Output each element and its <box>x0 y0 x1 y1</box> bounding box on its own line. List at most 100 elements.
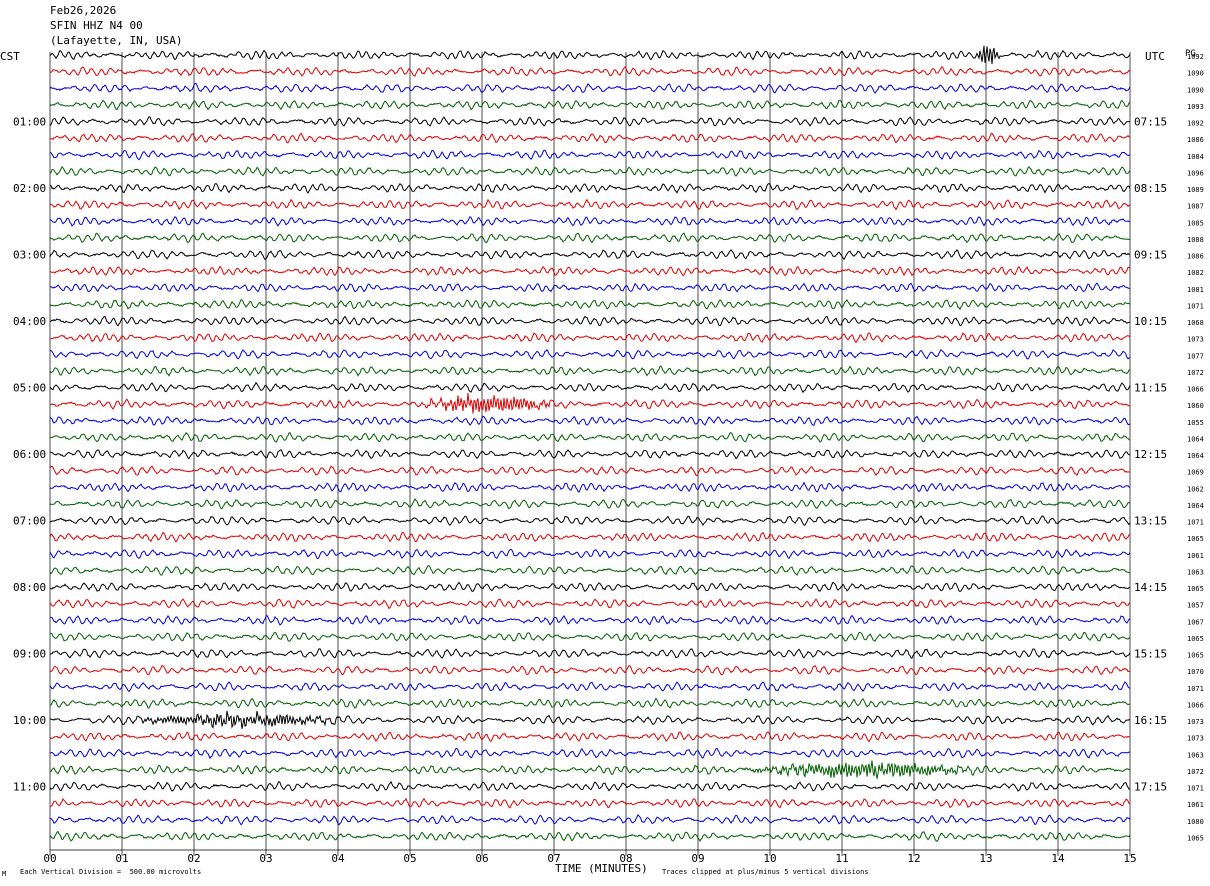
left-time-label-3: 04:00 <box>13 315 46 328</box>
x-tick-label-15: 15 <box>1123 852 1136 865</box>
trace-line-27 <box>49 498 1131 510</box>
x-tick-label-14: 14 <box>1051 852 1065 865</box>
x-tick-label-03: 03 <box>259 852 272 865</box>
trace-value-label-14: 1081 <box>1187 286 1204 294</box>
right-pg-label: PG <box>1185 49 1196 59</box>
trace-line-46 <box>49 814 1131 826</box>
trace-line-34 <box>49 614 1131 626</box>
trace-value-label-31: 1063 <box>1187 568 1204 576</box>
left-time-label-9: 10:00 <box>13 714 46 727</box>
trace-line-25 <box>49 465 1131 477</box>
trace-line-36 <box>49 648 1131 659</box>
left-time-label-8: 09:00 <box>13 648 46 661</box>
left-zone-label: CST <box>0 50 20 63</box>
right-time-label-4: 11:15 <box>1134 382 1167 395</box>
left-time-label-6: 07:00 <box>13 515 46 528</box>
trace-line-32 <box>49 581 1131 593</box>
x-tick-label-05: 05 <box>403 852 416 865</box>
trace-value-label-23: 1064 <box>1187 435 1204 443</box>
left-time-label-4: 05:00 <box>13 382 46 395</box>
trace-value-label-42: 1063 <box>1187 751 1204 759</box>
trace-value-label-21: 1060 <box>1187 402 1204 410</box>
trace-line-26 <box>49 481 1131 493</box>
x-tick-label-01: 01 <box>115 852 128 865</box>
trace-value-label-15: 1071 <box>1187 302 1204 310</box>
trace-line-29 <box>49 531 1131 543</box>
trace-value-label-34: 1067 <box>1187 618 1204 626</box>
x-tick-label-09: 09 <box>691 852 704 865</box>
trace-line-28 <box>49 515 1131 526</box>
left-time-label-7: 08:00 <box>13 581 46 594</box>
left-time-label-5: 06:00 <box>13 448 46 461</box>
trace-line-14 <box>49 282 1131 293</box>
trace-line-42 <box>49 747 1131 760</box>
x-axis-title: TIME (MINUTES) <box>555 862 648 875</box>
trace-value-label-17: 1073 <box>1187 336 1204 344</box>
trace-line-44 <box>49 780 1131 792</box>
trace-line-19 <box>49 365 1131 377</box>
x-tick-label-04: 04 <box>331 852 345 865</box>
trace-line-23 <box>50 432 1131 443</box>
trace-line-0 <box>49 45 1131 65</box>
trace-value-label-44: 1071 <box>1187 785 1204 793</box>
trace-line-15 <box>49 298 1131 311</box>
x-tick-label-07: 07 <box>547 852 560 865</box>
trace-value-label-1: 1090 <box>1187 70 1204 78</box>
trace-value-label-47: 1065 <box>1187 834 1204 842</box>
trace-value-label-27: 1064 <box>1187 502 1204 510</box>
trace-value-label-25: 1069 <box>1187 469 1204 477</box>
trace-line-3 <box>49 99 1131 111</box>
trace-line-40 <box>49 710 1131 729</box>
trace-value-label-30: 1061 <box>1187 552 1204 560</box>
trace-value-label-0: 1092 <box>1187 53 1204 61</box>
x-tick-label-00: 00 <box>43 852 56 865</box>
trace-value-label-37: 1070 <box>1187 668 1204 676</box>
right-time-label-9: 16:15 <box>1134 714 1167 727</box>
trace-line-30 <box>49 548 1131 560</box>
trace-value-label-46: 1080 <box>1187 818 1204 826</box>
trace-value-label-33: 1057 <box>1187 602 1204 610</box>
corner-mark: M <box>2 870 7 878</box>
trace-line-9 <box>49 198 1131 211</box>
trace-line-13 <box>49 265 1131 277</box>
trace-line-45 <box>49 797 1131 809</box>
trace-line-6 <box>49 149 1131 161</box>
trace-line-35 <box>49 631 1131 642</box>
left-time-label-10: 11:00 <box>13 781 46 794</box>
trace-value-label-20: 1066 <box>1187 386 1204 394</box>
trace-value-label-2: 1090 <box>1187 86 1204 94</box>
trace-value-label-26: 1062 <box>1187 485 1204 493</box>
x-tick-label-12: 12 <box>907 852 920 865</box>
trace-line-1 <box>49 65 1131 77</box>
header-location: (Lafayette, IN, USA) <box>50 34 183 47</box>
trace-line-16 <box>49 315 1131 327</box>
trace-value-label-18: 1077 <box>1187 352 1204 360</box>
header-station: SFIN HHZ N4 00 <box>50 19 143 32</box>
right-time-label-8: 15:15 <box>1134 648 1167 661</box>
trace-value-label-35: 1065 <box>1187 635 1204 643</box>
trace-line-31 <box>49 565 1131 576</box>
trace-value-label-41: 1073 <box>1187 735 1204 743</box>
trace-value-label-6: 1084 <box>1187 153 1204 161</box>
trace-value-label-39: 1066 <box>1187 701 1204 709</box>
x-tick-label-06: 06 <box>475 852 488 865</box>
trace-value-label-22: 1055 <box>1187 419 1204 427</box>
trace-line-17 <box>49 332 1131 344</box>
left-time-label-0: 01:00 <box>13 116 46 129</box>
trace-line-4 <box>49 116 1131 127</box>
trace-value-label-8: 1089 <box>1187 186 1204 194</box>
trace-line-41 <box>49 731 1131 743</box>
right-time-label-1: 08:15 <box>1134 182 1167 195</box>
trace-value-label-38: 1071 <box>1187 685 1204 693</box>
trace-value-label-29: 1065 <box>1187 535 1204 543</box>
trace-value-label-28: 1071 <box>1187 519 1204 527</box>
left-time-label-1: 02:00 <box>13 182 46 195</box>
right-time-label-3: 10:15 <box>1134 315 1167 328</box>
trace-line-5 <box>49 132 1131 144</box>
trace-line-7 <box>49 166 1131 177</box>
trace-line-33 <box>49 598 1131 610</box>
trace-value-label-43: 1072 <box>1187 768 1204 776</box>
trace-line-47 <box>49 830 1131 843</box>
scale-note: Each Vertical Division = 500.00 microvol… <box>20 868 202 876</box>
trace-value-label-36: 1065 <box>1187 652 1204 660</box>
